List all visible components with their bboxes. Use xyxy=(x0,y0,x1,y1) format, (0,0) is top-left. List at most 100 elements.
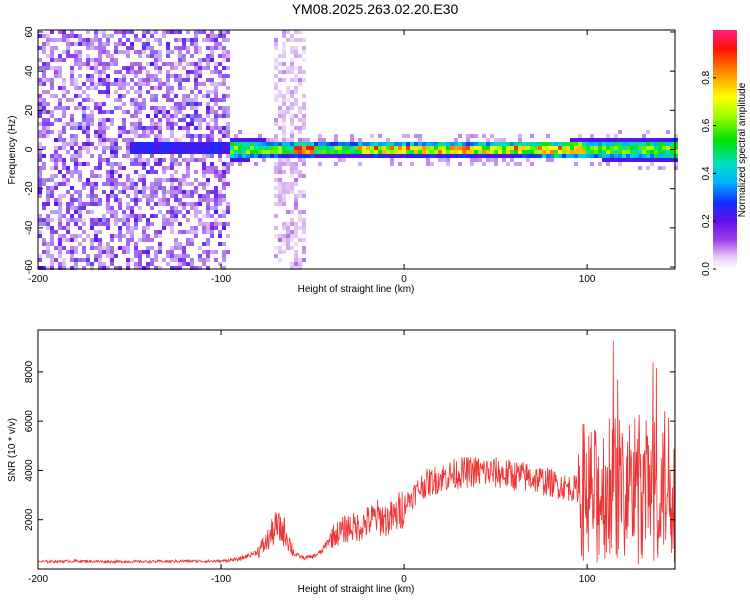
spectrogram-cell xyxy=(110,118,114,122)
spectrogram-cell xyxy=(158,234,162,238)
spectrogram-cell xyxy=(142,238,146,242)
spectrogram-cell xyxy=(154,170,158,174)
spectrogram-cell xyxy=(126,90,130,94)
spectrogram-cell xyxy=(154,146,158,150)
spectrogram-cell xyxy=(154,94,158,98)
spectrogram-cell xyxy=(142,158,146,162)
spectrogram-cell xyxy=(166,54,170,58)
spectrogram-cell xyxy=(166,146,170,150)
spectrogram-cell xyxy=(126,110,130,114)
spectrogram-cell xyxy=(230,146,234,150)
spectrogram-cell xyxy=(50,218,54,222)
spectrogram-cell xyxy=(158,250,162,254)
spectrogram-cell xyxy=(58,210,62,214)
spectrogram-cell xyxy=(214,222,218,226)
spectrogram-cell xyxy=(206,170,210,174)
spectrogram-cell xyxy=(606,154,610,158)
spectrogram-cell xyxy=(106,174,110,178)
spectrogram-cell xyxy=(278,234,282,238)
spectrogram-cell xyxy=(658,138,662,142)
spectrogram-cell xyxy=(178,102,182,106)
spectrogram-cell xyxy=(154,182,158,186)
spectrogram-cell xyxy=(182,190,186,194)
spectrogram-cell xyxy=(190,98,194,102)
spectrogram-cell xyxy=(238,150,242,154)
spectrogram-cell xyxy=(210,154,214,158)
spectrogram-cell xyxy=(134,142,138,146)
spectrogram-cell xyxy=(70,266,74,270)
spectrogram-cell xyxy=(38,130,42,134)
spectrogram-cell xyxy=(174,150,178,154)
spectrogram-cell xyxy=(170,150,174,154)
spectrogram-cell xyxy=(126,182,130,186)
spectrogram-cell xyxy=(42,66,46,70)
spectrogram-cell xyxy=(426,150,430,154)
spectrogram-cell xyxy=(126,130,130,134)
spectrogram-cell xyxy=(666,154,670,158)
spectrogram-cell xyxy=(282,54,286,58)
spectrogram-cell xyxy=(238,138,242,142)
spectrogram-cell xyxy=(422,154,426,158)
spectrogram-cell xyxy=(226,206,230,210)
spectrogram-cell xyxy=(150,130,154,134)
spectrogram-cell xyxy=(202,58,206,62)
spectrogram-cell xyxy=(166,198,170,202)
spectrogram-cell xyxy=(126,82,130,86)
spectrogram-cell xyxy=(218,138,222,142)
spectrogram-cell xyxy=(78,94,82,98)
spectrogram-cell xyxy=(150,246,154,250)
spectrogram-cell xyxy=(182,126,186,130)
spectrogram-cell xyxy=(322,142,326,146)
spectrogram-cell xyxy=(202,198,206,202)
spectrogram-cell xyxy=(302,46,306,50)
spectrogram-cell xyxy=(46,242,50,246)
spectrogram-cell xyxy=(558,146,562,150)
spectrogram-cell xyxy=(334,150,338,154)
spectrogram-cell xyxy=(182,262,186,266)
spectrogram-cell xyxy=(186,158,190,162)
spectrogram-cell xyxy=(170,194,174,198)
spectrogram-cell xyxy=(294,126,298,130)
spectrogram-cell xyxy=(222,78,226,82)
spectrogram-cell xyxy=(86,38,90,42)
spectrogram-cell xyxy=(130,122,134,126)
spectrogram-cell xyxy=(418,138,422,142)
spectrogram-cell xyxy=(154,150,158,154)
spectrogram-cell xyxy=(294,230,298,234)
spectrogram-cell xyxy=(226,182,230,186)
spectrogram-cell xyxy=(122,154,126,158)
spectrogram-cell xyxy=(302,122,306,126)
spectrogram-cell xyxy=(90,266,94,270)
spectrogram-cell xyxy=(290,118,294,122)
spectrogram-cell xyxy=(122,66,126,70)
spectrogram-cell xyxy=(110,258,114,262)
spectrogram-cell xyxy=(166,70,170,74)
spectrogram-cell xyxy=(130,66,134,70)
spectrogram-cell xyxy=(458,150,462,154)
spectrogram-cell xyxy=(70,118,74,122)
spectrogram-cell xyxy=(118,162,122,166)
spectrogram-cell xyxy=(130,162,134,166)
spectrogram-cell xyxy=(342,158,346,162)
spectrogram-cell xyxy=(218,126,222,130)
spectrogram-cell xyxy=(58,198,62,202)
spectrogram-cell xyxy=(518,162,522,166)
spectrogram-cell xyxy=(58,130,62,134)
spectrogram-cell xyxy=(222,98,226,102)
spectrogram-cell xyxy=(170,114,174,118)
spectrogram-cell xyxy=(242,146,246,150)
spectrogram-cell xyxy=(282,138,286,142)
spectrogram-cell xyxy=(226,146,230,150)
spectrogram-cell xyxy=(298,118,302,122)
spectrogram-cell xyxy=(274,162,278,166)
spectrogram-cell xyxy=(126,138,130,142)
spectrogram-cell xyxy=(194,30,198,34)
spectrogram-cell xyxy=(222,130,226,134)
spectrogram-cell xyxy=(130,258,134,262)
spectrogram-cell xyxy=(366,142,370,146)
spectrogram-cell xyxy=(186,142,190,146)
spectrogram-cell xyxy=(214,210,218,214)
spectrogram-cell xyxy=(126,258,130,262)
spectrogram-cell xyxy=(174,66,178,70)
spectrogram-cell xyxy=(310,146,314,150)
